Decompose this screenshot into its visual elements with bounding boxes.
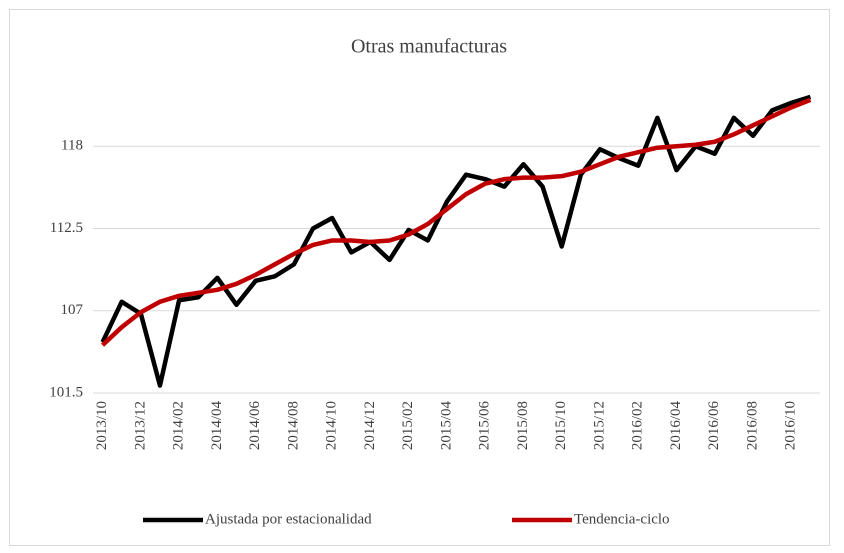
series-line	[101, 97, 812, 347]
x-tick-label: 2016/10	[783, 401, 799, 450]
legend-label: Ajustada por estacionalidad	[205, 511, 372, 527]
y-tick-label: 118	[61, 138, 83, 154]
series-line	[100, 94, 812, 388]
chart-title: Otras manufacturas	[351, 36, 507, 58]
x-tick-label: 2016/08	[744, 401, 760, 450]
x-tick-label: 2015/10	[553, 401, 569, 450]
x-tick-label: 2015/08	[515, 401, 531, 450]
x-tick-label: 2013/10	[94, 401, 110, 450]
x-tick-label: 2015/04	[438, 401, 454, 451]
x-tick-label: 2014/06	[247, 401, 263, 451]
x-tick-label: 2013/12	[132, 401, 148, 450]
y-tick-label: 112.5	[50, 220, 83, 236]
x-tick-label: 2016/06	[706, 401, 722, 451]
x-tick-label: 2014/08	[285, 401, 301, 450]
x-tick-label: 2014/12	[362, 401, 378, 450]
x-tick-label: 2015/12	[591, 401, 607, 450]
chart-border	[9, 9, 830, 546]
x-tick-label: 2016/02	[630, 401, 646, 450]
x-tick-label: 2014/02	[171, 401, 187, 450]
y-tick-label: 107	[61, 302, 84, 318]
x-tick-label: 2015/02	[400, 401, 416, 450]
x-tick-label: 2016/04	[668, 401, 684, 451]
y-tick-label: 101.5	[49, 384, 83, 400]
x-tick-label: 2014/10	[324, 401, 340, 450]
x-tick-label: 2014/04	[209, 401, 225, 451]
legend-label: Tendencia-ciclo	[574, 511, 670, 527]
x-tick-label: 2015/06	[477, 401, 493, 451]
